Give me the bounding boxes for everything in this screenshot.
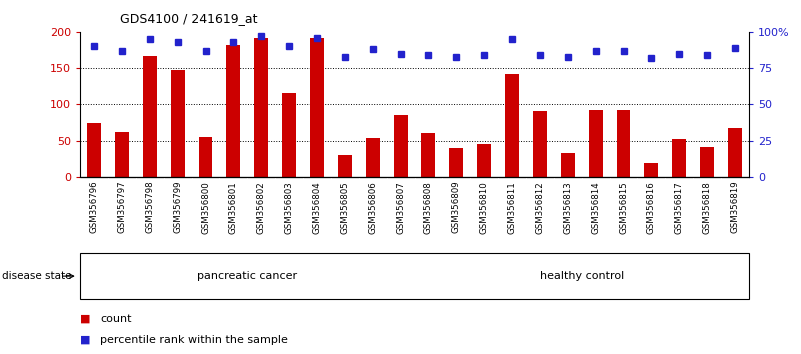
Bar [143,56,157,177]
Bar [505,74,519,177]
Text: GSM356810: GSM356810 [480,181,489,234]
Bar [617,110,630,177]
Bar [366,138,380,177]
Bar [449,148,463,177]
Text: GSM356802: GSM356802 [257,181,266,234]
Text: GSM356800: GSM356800 [201,181,210,234]
Bar [338,155,352,177]
Text: GSM356801: GSM356801 [229,181,238,234]
Bar [115,132,129,177]
Text: GSM356815: GSM356815 [619,181,628,234]
Text: GSM356818: GSM356818 [702,181,711,234]
Text: disease state: disease state [2,271,71,281]
Bar [477,144,491,177]
Bar [533,111,547,177]
Bar [645,163,658,177]
Text: percentile rank within the sample: percentile rank within the sample [100,335,288,345]
Text: GSM356799: GSM356799 [173,181,182,233]
Bar [254,38,268,177]
Text: count: count [100,314,131,324]
Text: ■: ■ [80,335,91,345]
Text: GSM356812: GSM356812 [535,181,545,234]
Bar [171,70,184,177]
Text: GSM356811: GSM356811 [508,181,517,234]
Text: GSM356796: GSM356796 [90,181,99,233]
Text: GSM356804: GSM356804 [312,181,321,234]
Text: GSM356809: GSM356809 [452,181,461,233]
Bar [421,133,436,177]
Bar [672,139,686,177]
Bar [589,110,602,177]
Text: GSM356817: GSM356817 [674,181,684,234]
Text: ■: ■ [80,314,91,324]
Bar [227,45,240,177]
Bar [87,122,101,177]
Bar [728,128,742,177]
Text: GSM356797: GSM356797 [118,181,127,233]
Text: GSM356819: GSM356819 [731,181,739,233]
Text: healthy control: healthy control [540,271,624,281]
Bar [393,115,408,177]
Text: pancreatic cancer: pancreatic cancer [197,271,297,281]
Text: GSM356808: GSM356808 [424,181,433,234]
Bar [199,137,212,177]
Text: GSM356816: GSM356816 [647,181,656,234]
Text: GSM356814: GSM356814 [591,181,600,234]
Text: GDS4100 / 241619_at: GDS4100 / 241619_at [120,12,258,25]
Text: GSM356803: GSM356803 [284,181,294,234]
Text: GSM356807: GSM356807 [396,181,405,234]
Bar [310,38,324,177]
Text: GSM356805: GSM356805 [340,181,349,234]
Text: GSM356806: GSM356806 [368,181,377,234]
Bar [561,153,575,177]
Bar [282,93,296,177]
Text: GSM356798: GSM356798 [145,181,155,233]
Bar [700,147,714,177]
Text: GSM356813: GSM356813 [563,181,572,234]
